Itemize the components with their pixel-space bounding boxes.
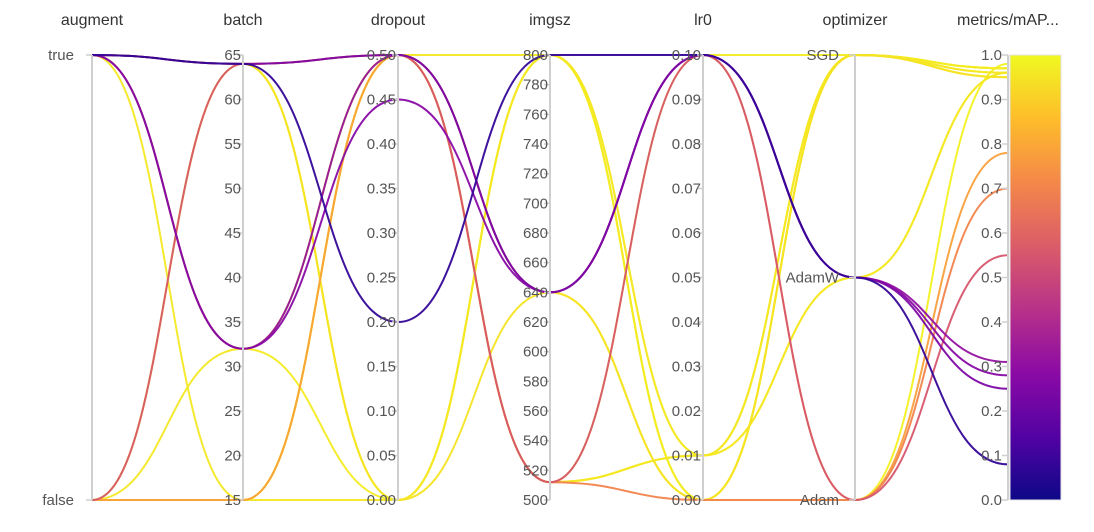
tick-label: 35 <box>224 314 241 331</box>
tick-label: 540 <box>523 433 548 450</box>
tick-label: 0.1 <box>981 448 1002 465</box>
axis-title: dropout <box>371 12 426 29</box>
tick-label: 55 <box>224 136 241 153</box>
tick-label: 40 <box>224 270 241 287</box>
tick-label: 15 <box>224 492 241 509</box>
tick-label: 0.6 <box>981 225 1002 242</box>
tick-label: 700 <box>523 195 548 212</box>
tick-label: 780 <box>523 77 548 94</box>
axis-dropout[interactable]: dropout 0.00 0.05 0.10 0.15 0.20 0.25 0.30 0.35 0… <box>367 12 426 509</box>
colorbar <box>1009 54 1062 501</box>
tick-label: 620 <box>523 314 548 331</box>
tick-label: 0.00 <box>672 492 701 509</box>
tick-label: 560 <box>523 403 548 420</box>
tick-label: 0.8 <box>981 136 1002 153</box>
axis-title: augment <box>61 12 124 29</box>
tick-label: 0.30 <box>367 225 396 242</box>
tick-label: true <box>48 47 74 64</box>
tick-label: 0.07 <box>672 181 701 198</box>
tick-label: 0.25 <box>367 270 396 287</box>
tick-label: 0.40 <box>367 136 396 153</box>
run-line-5[interactable] <box>91 53 1009 502</box>
axis-batch[interactable]: batch 15 20 25 30 35 40 45 50 55 60 65 <box>223 12 262 509</box>
tick-label: 0.01 <box>672 448 701 465</box>
tick-label: 0.03 <box>672 359 701 376</box>
tick-label: 0.9 <box>981 92 1002 109</box>
tick-label: 640 <box>523 284 548 301</box>
tick-label: 0.02 <box>672 403 701 420</box>
tick-label: 0.50 <box>367 47 396 64</box>
tick-label: 680 <box>523 225 548 242</box>
tick-label: 50 <box>224 181 241 198</box>
tick-label: 0.04 <box>672 314 701 331</box>
axes: augment true false batch 15 20 25 30 35 40 45 50 55 6… <box>42 12 1059 509</box>
axis-lr0[interactable]: lr0 0.00 0.01 0.02 0.03 0.04 0.05 0.06 0.07 0.08 0… <box>672 12 712 509</box>
tick-label: AdamW <box>786 270 840 287</box>
axis-metrics-map[interactable]: metrics/mAP... 0.0 0.1 0.2 0.3 0.4 0.5 0.6 0.7 0.… <box>957 12 1059 509</box>
tick-label: 660 <box>523 255 548 272</box>
colorbar-border <box>1009 54 1062 501</box>
tick-label: 0.4 <box>981 314 1002 331</box>
tick-label: 0.10 <box>672 47 701 64</box>
tick-label: 0.06 <box>672 225 701 242</box>
run-line-1[interactable] <box>91 53 1009 466</box>
tick-label: 0.09 <box>672 92 701 109</box>
tick-label: 0.08 <box>672 136 701 153</box>
colorbar-fill <box>1010 55 1061 500</box>
tick-label: 0.05 <box>367 448 396 465</box>
tick-label: 1.0 <box>981 47 1002 64</box>
tick-label: 25 <box>224 403 241 420</box>
tick-label: false <box>42 492 74 509</box>
axis-title: batch <box>223 12 262 29</box>
tick-label: 520 <box>523 462 548 479</box>
axis-optimizer[interactable]: optimizer SGD AdamW Adam <box>786 12 888 509</box>
tick-label: SGD <box>806 47 839 64</box>
tick-label: 60 <box>224 92 241 109</box>
tick-label: 0.45 <box>367 92 396 109</box>
tick-label: 580 <box>523 373 548 390</box>
tick-label: 0.2 <box>981 403 1002 420</box>
axis-augment[interactable]: augment true false <box>42 12 123 509</box>
tick-label: 30 <box>224 359 241 376</box>
tick-label: 720 <box>523 166 548 183</box>
tick-label: 760 <box>523 106 548 123</box>
axis-title: imgsz <box>529 12 571 29</box>
tick-label: 65 <box>224 47 241 64</box>
tick-label: 0.35 <box>367 181 396 198</box>
tick-label: 0.05 <box>672 270 701 287</box>
tick-label: 0.3 <box>981 359 1002 376</box>
axis-title: optimizer <box>823 12 889 29</box>
tick-label: 45 <box>224 225 241 242</box>
tick-label: 800 <box>523 47 548 64</box>
tick-label: 0.7 <box>981 181 1002 198</box>
tick-label: 0.20 <box>367 314 396 331</box>
tick-label: 500 <box>523 492 548 509</box>
tick-label: 20 <box>224 448 241 465</box>
tick-label: 0.00 <box>367 492 396 509</box>
tick-label: 740 <box>523 136 548 153</box>
axis-title: metrics/mAP... <box>957 12 1059 29</box>
tick-label: 0.10 <box>367 403 396 420</box>
tick-label: 0.5 <box>981 270 1002 287</box>
tick-label: 0.15 <box>367 359 396 376</box>
axis-title: lr0 <box>694 12 712 29</box>
tick-label: Adam <box>800 492 839 509</box>
axis-imgsz[interactable]: imgsz 500 520 540 560 580 600 620 640 660 680 700 72… <box>523 12 571 509</box>
tick-label: 600 <box>523 344 548 361</box>
tick-label: 0.0 <box>981 492 1002 509</box>
